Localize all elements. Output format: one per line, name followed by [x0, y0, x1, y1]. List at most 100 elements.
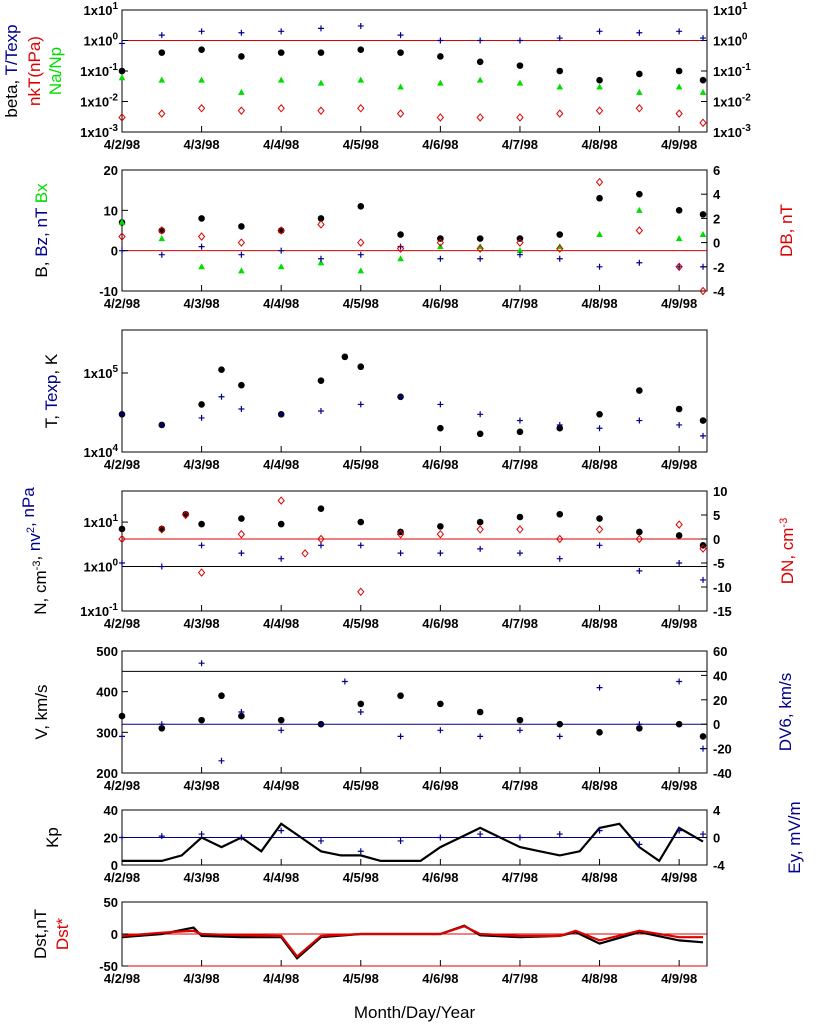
data-point — [158, 226, 166, 235]
data-point — [197, 103, 206, 113]
data-point — [675, 405, 683, 413]
x-tick-label: 4/8/98 — [581, 778, 617, 793]
data-point — [700, 432, 707, 439]
data-point — [699, 733, 707, 740]
y-tick-label: 1x101 — [713, 1, 748, 18]
data-point — [158, 833, 165, 840]
data-point — [118, 113, 126, 122]
x-tick-label: 4/6/98 — [422, 971, 458, 986]
y-axis-title-secondary: Dst* — [53, 918, 72, 951]
data-point — [676, 827, 683, 834]
data-point — [516, 79, 524, 86]
y-tick-label: 0 — [713, 717, 720, 732]
data-point — [596, 827, 603, 834]
y-tick-label: -2 — [713, 260, 725, 275]
data-point — [237, 238, 246, 247]
data-point — [700, 831, 707, 838]
data-point — [556, 67, 564, 75]
data-point — [636, 206, 643, 213]
data-point — [317, 259, 325, 266]
data-point — [218, 366, 225, 374]
y-axis-title-tertiary: Na/Np — [46, 47, 65, 95]
data-point — [596, 194, 603, 202]
x-tick-label: 4/3/98 — [184, 296, 220, 311]
data-point — [119, 560, 125, 567]
x-tick-label: 4/4/98 — [263, 137, 299, 152]
x-tick-label: 4/4/98 — [263, 971, 299, 986]
data-point — [357, 848, 364, 855]
data-point — [556, 510, 564, 518]
data-point — [556, 534, 564, 544]
x-tick-label: 4/3/98 — [184, 137, 220, 152]
data-point — [397, 83, 404, 90]
data-point — [118, 712, 126, 720]
data-point — [556, 555, 563, 562]
data-point — [119, 247, 125, 254]
data-point — [198, 542, 205, 549]
y-axis-title: Dst,nT — [31, 909, 50, 959]
data-point — [357, 518, 365, 526]
data-point — [118, 232, 126, 241]
data-point — [596, 76, 603, 84]
data-point — [516, 550, 523, 557]
x-tick-label: 4/2/98 — [104, 778, 140, 793]
x-tick-label: 4/3/98 — [184, 457, 220, 472]
data-point — [477, 733, 484, 740]
data-point — [516, 513, 524, 521]
data-point — [396, 244, 405, 253]
x-tick-label: 4/4/98 — [263, 296, 299, 311]
y-tick-label: 6 — [713, 163, 720, 178]
data-point — [396, 109, 405, 118]
data-point — [198, 831, 205, 838]
data-point — [397, 255, 404, 262]
x-tick-label: 4/6/98 — [422, 870, 458, 885]
data-point — [636, 721, 643, 728]
data-point — [397, 692, 404, 700]
data-point — [556, 244, 564, 253]
x-tick-label: 4/5/98 — [343, 870, 379, 885]
data-point — [556, 231, 564, 238]
data-point — [341, 353, 349, 361]
data-point — [357, 238, 365, 247]
data-point — [596, 411, 603, 418]
y-axis-title: beta, T/Texp — [2, 24, 21, 117]
data-point — [317, 215, 325, 222]
data-point — [198, 46, 205, 53]
data-point — [596, 729, 603, 736]
y-tick-label: 40 — [713, 668, 727, 683]
data-point — [357, 587, 365, 597]
data-point — [118, 74, 126, 81]
y-tick-label: 200 — [96, 766, 118, 781]
data-point — [675, 262, 683, 272]
data-point — [675, 235, 683, 242]
data-point — [277, 226, 285, 235]
data-point — [635, 103, 644, 113]
x-tick-label: 4/9/98 — [661, 778, 697, 793]
y-tick-label: 0 — [111, 858, 118, 873]
y-tick-label: -10 — [713, 580, 732, 595]
data-point — [596, 263, 603, 270]
data-point — [636, 567, 643, 574]
data-point — [198, 716, 205, 724]
data-point — [699, 231, 707, 238]
data-point — [437, 834, 444, 841]
data-point — [277, 496, 285, 505]
data-point — [437, 53, 444, 60]
y-tick-label: -15 — [713, 604, 732, 619]
data-point — [317, 49, 325, 56]
y-tick-label: 1x101 — [84, 1, 119, 18]
data-point — [636, 387, 643, 394]
series-line — [122, 822, 704, 863]
y-tick-label: 1x10-2 — [713, 93, 751, 110]
x-tick-label: 4/5/98 — [343, 616, 379, 631]
x-tick-label: 4/7/98 — [502, 296, 538, 311]
data-point — [676, 678, 683, 685]
data-point — [218, 692, 225, 700]
data-point — [238, 223, 245, 230]
data-point — [397, 393, 404, 400]
y-tick-label: -20 — [713, 742, 732, 757]
data-point — [700, 35, 707, 42]
panel-temperature: 1x104 1x105 4/2/98 4/3/98 4/4/98 4/5/98 4/6/98… — [84, 329, 708, 472]
x-tick-label: 4/2/98 — [104, 296, 140, 311]
data-point — [158, 32, 165, 39]
